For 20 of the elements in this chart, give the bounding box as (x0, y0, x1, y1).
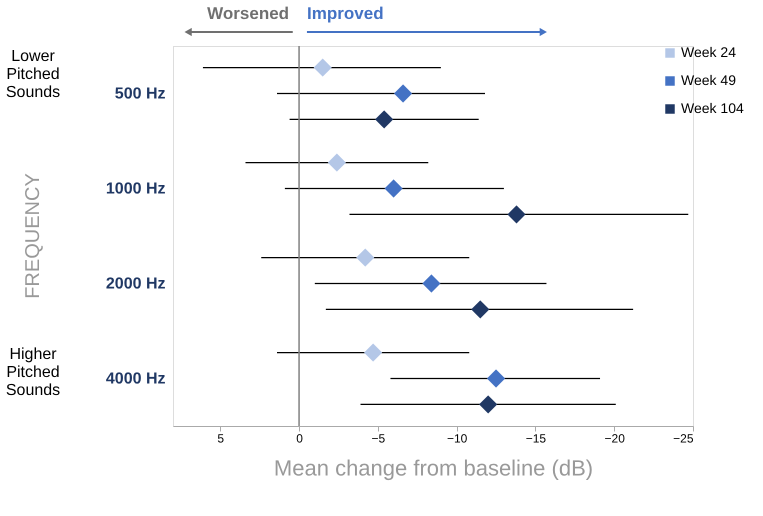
text: FREQUENCY (22, 173, 44, 299)
legend-label: Week 104 (681, 100, 744, 116)
x-tick-label: 0 (296, 432, 304, 446)
x-tick-label: −10 (446, 432, 468, 446)
text: Lower Pitched Sounds (6, 48, 60, 101)
x-tick-label: −25 (673, 432, 694, 446)
text: Higher Pitched Sounds (6, 346, 60, 399)
y-tick-label: 1000 Hz (106, 180, 166, 198)
legend-label: Week 24 (681, 44, 736, 60)
y-tick-label: 500 Hz (114, 86, 166, 102)
y-tick-label: 2000 Hz (106, 276, 166, 292)
x-tick-label: −20 (604, 432, 626, 446)
legend-label: Week 49 (681, 72, 736, 88)
x-tick-label: −15 (526, 432, 546, 446)
x-tick-label: 5 (217, 432, 224, 446)
text: Worsened (207, 4, 290, 23)
y-tick-label: 4000 Hz (106, 370, 166, 388)
text: Improved (307, 4, 384, 23)
x-axis-title: Mean change from baseline (dB) (274, 456, 594, 480)
x-tick-label: −5 (372, 432, 386, 446)
